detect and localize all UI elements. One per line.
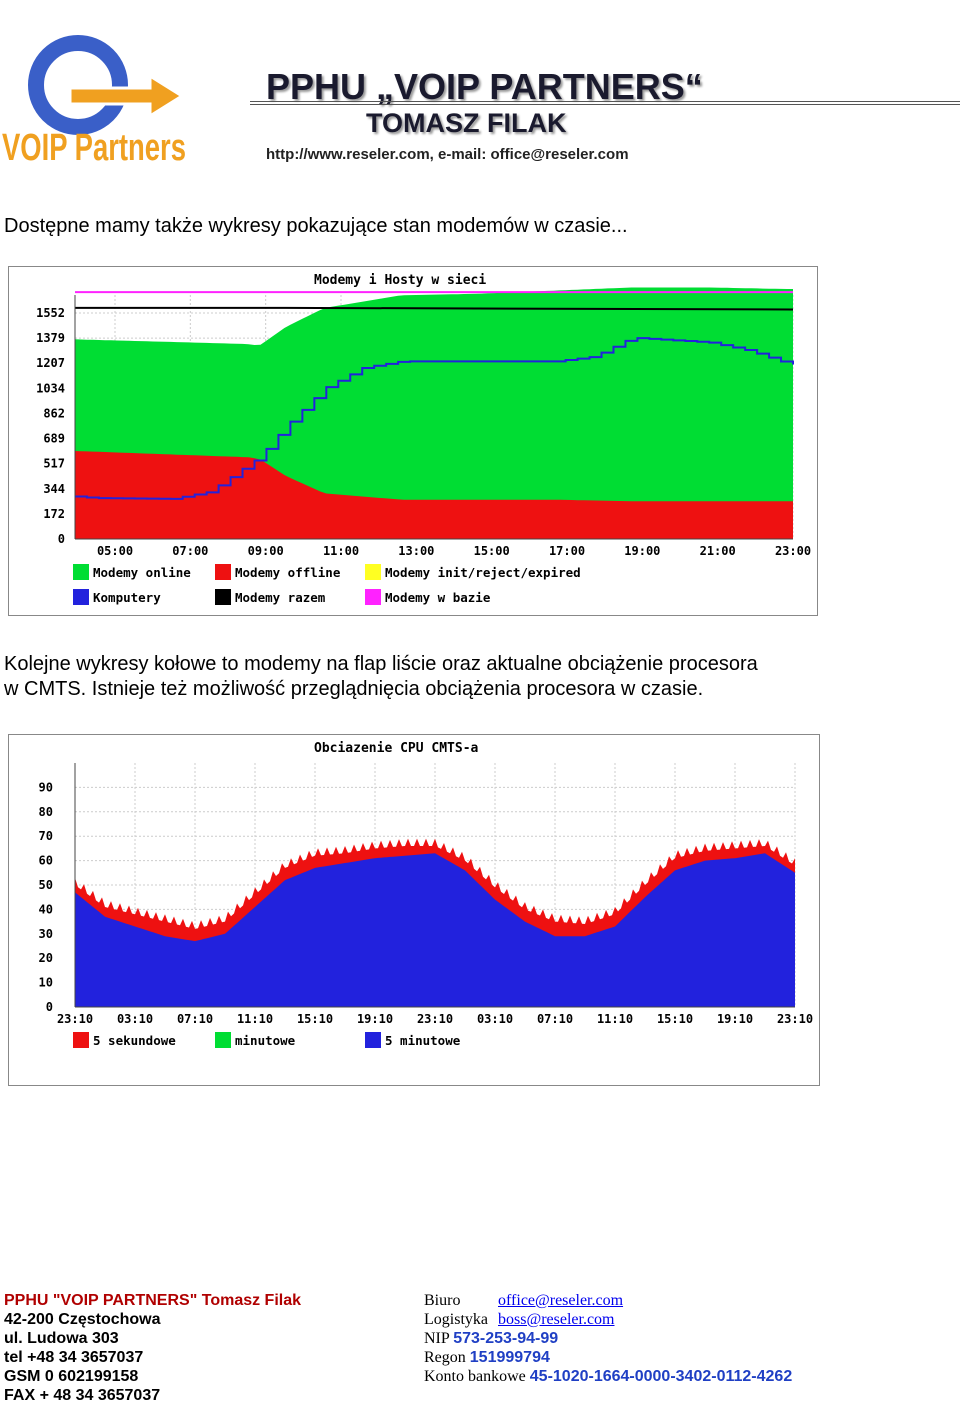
footer-nip-row: NIP 573-253-94-99 (424, 1330, 559, 1347)
footer-city: 42-200 Częstochowa (4, 1311, 161, 1328)
x-tick-label: 07:00 (172, 544, 208, 558)
x-tick-label: 05:00 (97, 544, 133, 558)
y-tick-label: 862 (43, 406, 65, 420)
y-tick-label: 172 (43, 507, 65, 521)
middle-paragraph-line-2: w CMTS. Istnieje też możliwość przeglądn… (4, 678, 704, 700)
legend-item: 5 minutowe (365, 1032, 460, 1048)
footer-regon-row: Regon 151999794 (424, 1349, 550, 1366)
x-tick-label: 15:10 (297, 1012, 333, 1026)
x-tick-label: 21:00 (700, 544, 736, 558)
footer-right: Biuro office@reseler.com Logistyka boss@re… (424, 1291, 792, 1386)
cpu-chart-plot: 90 80 70 60 50 40 30 20 10 0 23:10 03:10 07:10 11:10 1… (39, 763, 813, 1026)
legend-item: Modemy razem (215, 589, 325, 605)
x-tick-label: 19:00 (624, 544, 660, 558)
modems-chart-plot: 1552 1379 1207 1034 862 689 517 344 172 0 05:00 07:… (36, 287, 811, 558)
x-tick-label: 03:10 (477, 1012, 513, 1026)
y-tick-label: 1552 (36, 306, 65, 320)
legend-item: Komputery (73, 589, 161, 605)
x-tick-label: 23:10 (777, 1012, 813, 1026)
chart-title: Modemy i Hosty w sieci (314, 273, 487, 288)
footer-company: PPHU "VOIP PARTNERS" Tomasz Filak (4, 1292, 302, 1309)
modems-chart: Modemy i Hosty w sieci 1552 1379 1207 1034 8… (8, 266, 818, 616)
footer-left: PPHU "VOIP PARTNERS" Tomasz Filak 42-200… (4, 1291, 301, 1405)
x-tick-label: 07:10 (177, 1012, 213, 1026)
chart-title: Obciazenie CPU CMTS-a (314, 741, 479, 756)
y-tick-label: 60 (39, 854, 53, 868)
y-tick-label: 344 (43, 482, 65, 496)
y-tick-label: 517 (43, 457, 65, 471)
footer-street: ul. Ludowa 303 (4, 1330, 119, 1347)
header-divider (250, 101, 960, 105)
contact-line: http://www.reseler.com, e-mail: office@r… (266, 146, 629, 163)
legend-item: Modemy init/reject/expired (365, 564, 581, 580)
x-tick-label: 19:10 (357, 1012, 393, 1026)
x-tick-label: 13:00 (398, 544, 434, 558)
x-tick-label: 17:00 (549, 544, 585, 558)
company-title: PPHU „VOIP PARTNERS“ (266, 66, 703, 107)
footer-fax: FAX + 48 34 3657037 (4, 1387, 161, 1404)
x-tick-label: 23:10 (417, 1012, 453, 1026)
legend-item: 5 sekundowe (73, 1032, 176, 1048)
x-tick-label: 11:10 (237, 1012, 273, 1026)
legend-item: Modemy offline (215, 564, 340, 580)
y-tick-label: 1379 (36, 331, 65, 345)
company-owner: TOMASZ FILAK (366, 108, 567, 138)
x-tick-label: 11:00 (323, 544, 359, 558)
footer-office-row: Biuro office@reseler.com (424, 1292, 624, 1309)
x-tick-label: 23:10 (57, 1012, 93, 1026)
y-tick-label: 0 (58, 532, 65, 546)
legend-item: Modemy online (73, 564, 191, 580)
y-tick-label: 70 (39, 829, 53, 843)
company-logo: VOIP Partners (0, 20, 200, 170)
logo-text: VOIP Partners (2, 127, 186, 169)
y-tick-label: 80 (39, 805, 53, 819)
y-tick-label: 689 (43, 432, 65, 446)
series-razem-line (75, 306, 794, 311)
legend-item: Modemy w bazie (365, 589, 490, 605)
logistics-email-link[interactable]: boss@reseler.com (498, 1311, 615, 1328)
y-tick-label: 30 (39, 927, 53, 941)
x-tick-label: 15:00 (474, 544, 510, 558)
footer-tel: tel +48 34 3657037 (4, 1349, 144, 1366)
footer-bank-row: Konto bankowe 45-1020-1664-0000-3402-011… (424, 1368, 793, 1385)
x-tick-label: 19:10 (717, 1012, 753, 1026)
footer-logistics-row: Logistyka boss@reseler.com (424, 1311, 615, 1328)
intro-paragraph: Dostępne mamy także wykresy pokazujące s… (4, 215, 628, 237)
office-email-link[interactable]: office@reseler.com (498, 1292, 624, 1309)
x-tick-label: 07:10 (537, 1012, 573, 1026)
y-tick-label: 50 (39, 878, 53, 892)
middle-paragraph-line-1: Kolejne wykresy kołowe to modemy na flap… (4, 653, 758, 675)
x-tick-label: 23:00 (775, 544, 811, 558)
x-tick-label: 03:10 (117, 1012, 153, 1026)
cpu-chart: Obciazenie CPU CMTS-a 90 80 70 60 50 40 30 20 10… (8, 734, 820, 1086)
x-tick-label: 11:10 (597, 1012, 633, 1026)
y-tick-label: 20 (39, 951, 53, 965)
x-tick-label: 09:00 (248, 544, 284, 558)
y-tick-label: 90 (39, 780, 53, 794)
y-tick-label: 1034 (36, 381, 65, 395)
y-tick-label: 0 (46, 1000, 53, 1014)
legend-swatch (73, 564, 89, 580)
series-offline-area (75, 451, 793, 539)
legend-item: minutowe (215, 1032, 295, 1048)
series-5min-area (75, 853, 795, 1007)
series-komputery-line (75, 337, 794, 500)
x-tick-label: 15:10 (657, 1012, 693, 1026)
y-tick-label: 1207 (36, 356, 65, 370)
y-tick-label: 40 (39, 902, 53, 916)
footer-gsm: GSM 0 602199158 (4, 1368, 139, 1385)
y-tick-label: 10 (39, 976, 53, 990)
